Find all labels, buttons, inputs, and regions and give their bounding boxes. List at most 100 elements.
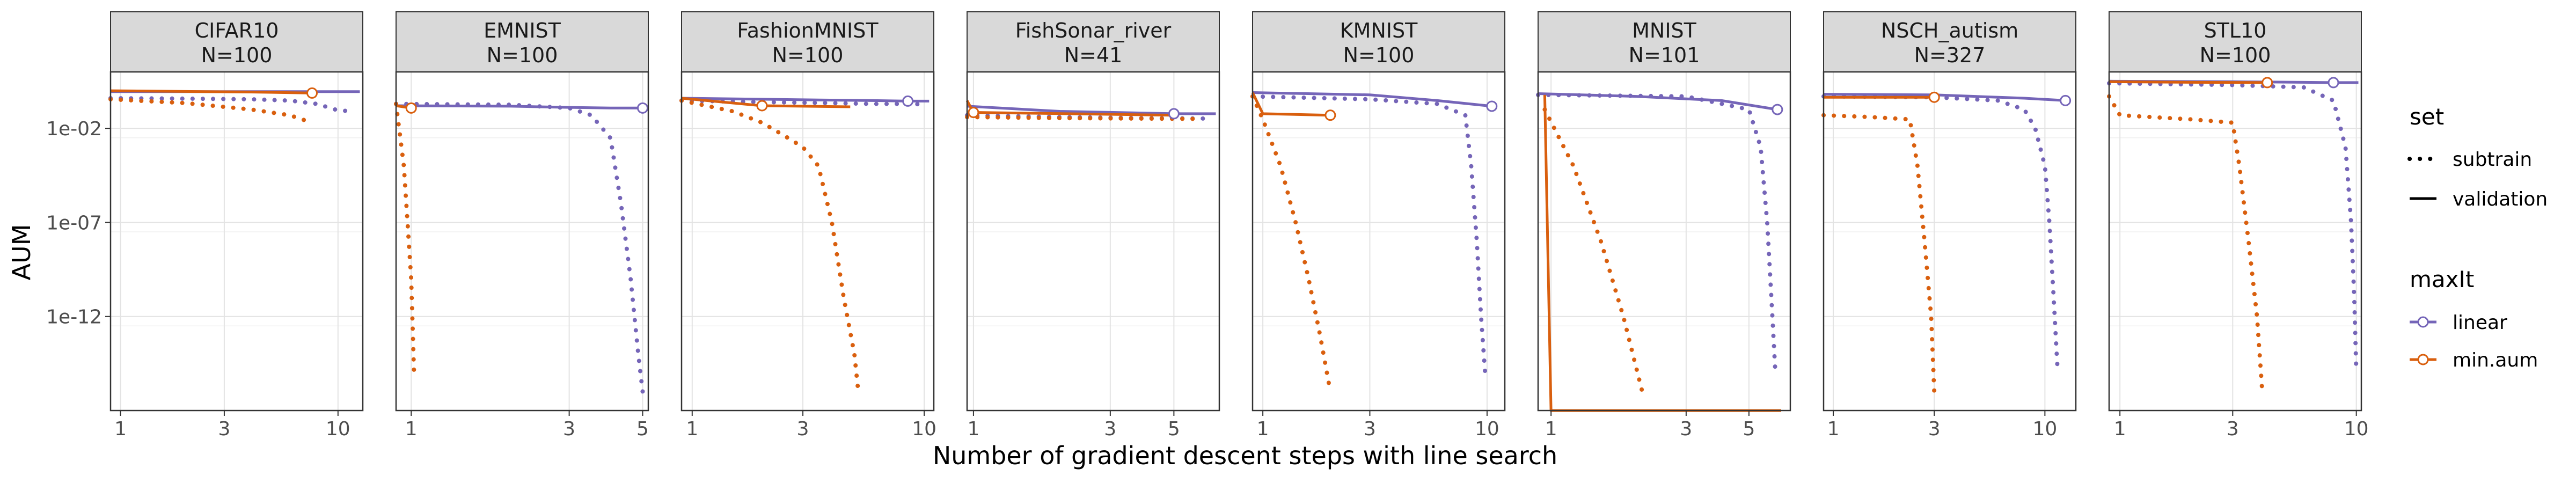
facet-subtitle: N=100 xyxy=(772,43,844,67)
y-tick-label: 1e-12 xyxy=(46,306,102,328)
facet-strip xyxy=(1252,11,1505,72)
series-min-aum-validation xyxy=(110,89,312,94)
x-tick-label: 1 xyxy=(405,418,418,440)
legend-label-linear: linear xyxy=(2453,312,2507,334)
x-tick-label: 5 xyxy=(1743,418,1755,440)
x-tick-label: 10 xyxy=(2344,418,2369,440)
x-tick-label: 3 xyxy=(1680,418,1692,440)
facet-title: STL10 xyxy=(2204,19,2267,42)
x-tick-label: 1 xyxy=(2114,418,2126,440)
selected-point-min-aum xyxy=(756,100,768,112)
series-linear-validation xyxy=(967,105,1216,115)
facet-strip xyxy=(967,11,1220,72)
x-tick-label: 5 xyxy=(636,418,649,440)
series-min-aum-subtrain xyxy=(2107,94,2265,394)
series-lines xyxy=(2107,77,2359,394)
x-tick-label: 3 xyxy=(218,418,230,440)
x-tick-label: 10 xyxy=(912,418,936,440)
facet-subtitle: N=100 xyxy=(201,43,273,67)
legend-marker-linear xyxy=(2417,316,2429,328)
x-tick-label: 5 xyxy=(1168,418,1180,440)
x-tick-label: 1 xyxy=(1545,418,1557,440)
panel-border xyxy=(395,71,649,412)
series-linear-subtrain xyxy=(394,101,645,394)
series-linear-subtrain xyxy=(1536,92,1778,375)
facet-title: FishSonar_river xyxy=(1015,19,1172,42)
selected-point-min-aum xyxy=(306,87,318,99)
grid xyxy=(111,72,363,411)
grid xyxy=(2109,72,2361,411)
series-lines xyxy=(679,95,930,394)
x-tick-label: 1 xyxy=(686,418,698,440)
x-tick-label: 1 xyxy=(1827,418,1840,440)
series-min-aum-validation xyxy=(1543,94,1781,412)
grid xyxy=(682,72,934,411)
facet-strip xyxy=(1538,11,1791,72)
series-linear-validation xyxy=(1823,93,2066,102)
facet-strip xyxy=(110,11,363,72)
series-linear-validation xyxy=(1252,91,1492,108)
series-min-aum-validation xyxy=(1251,92,1330,117)
selected-point-linear xyxy=(2328,77,2339,89)
series-linear-validation xyxy=(396,104,643,109)
x-tick-label: 1 xyxy=(114,418,127,440)
series-min-aum-validation xyxy=(2109,80,2267,84)
series-min-aum-subtrain xyxy=(108,97,314,125)
legend-marker-min-aum xyxy=(2417,354,2429,365)
series-min-aum-subtrain xyxy=(1821,113,1937,394)
x-tick-label: 10 xyxy=(326,418,350,440)
grid xyxy=(1824,72,2076,411)
x-tick-label: 3 xyxy=(1928,418,1941,440)
legend: set subtrain validation maxIt linear min.aum xyxy=(2407,104,2548,371)
series-lines xyxy=(1821,91,2072,394)
facet-title: KMNIST xyxy=(1340,19,1418,42)
x-tick-label: 3 xyxy=(2227,418,2239,440)
panel-border xyxy=(1537,71,1791,412)
series-linear-subtrain xyxy=(1821,94,2060,375)
y-tick-label: 1e-07 xyxy=(46,212,102,234)
series-lines xyxy=(965,100,1216,121)
x-tick-label: 1 xyxy=(967,418,979,440)
x-tick-label: 3 xyxy=(1104,418,1116,440)
series-min-aum-subtrain xyxy=(1542,107,1645,394)
x-tick-label: 10 xyxy=(2032,418,2057,440)
series-lines xyxy=(108,87,360,125)
facet-subtitle: N=100 xyxy=(487,43,558,67)
facet-title: MNIST xyxy=(1632,19,1697,42)
x-tick-label: 10 xyxy=(1475,418,1499,440)
series-lines xyxy=(394,101,648,394)
facet-subtitle: N=101 xyxy=(1629,43,1700,67)
legend-label-validation: validation xyxy=(2453,188,2548,210)
panel-border xyxy=(680,71,935,412)
series-lines xyxy=(1536,92,1783,412)
panel-border xyxy=(109,71,364,412)
grid xyxy=(1253,72,1505,411)
x-axis-label: Number of gradient descent steps with li… xyxy=(933,441,1557,470)
x-tick-label: 3 xyxy=(797,418,809,440)
grid xyxy=(396,72,648,411)
selected-point-min-aum xyxy=(405,102,417,114)
grid xyxy=(967,72,1219,411)
series-min-aum-subtrain xyxy=(679,98,861,394)
facet-subtitle: N=327 xyxy=(1914,43,1986,67)
facet-title: FashionMNIST xyxy=(737,19,879,42)
x-tick-label: 3 xyxy=(563,418,575,440)
panel-border xyxy=(966,71,1220,412)
panel-border xyxy=(1252,71,1506,412)
y-axis-label: AUM xyxy=(7,224,36,281)
selected-point-min-aum xyxy=(968,107,979,119)
legend-label-subtrain: subtrain xyxy=(2453,149,2532,171)
legend-maxit-title: maxIt xyxy=(2410,266,2474,292)
panel-border xyxy=(2108,71,2362,412)
facet-subtitle: N=100 xyxy=(2200,43,2271,67)
x-tick-label: 1 xyxy=(1257,418,1269,440)
selected-point-linear xyxy=(2060,94,2072,106)
selected-point-linear xyxy=(1168,108,1180,120)
